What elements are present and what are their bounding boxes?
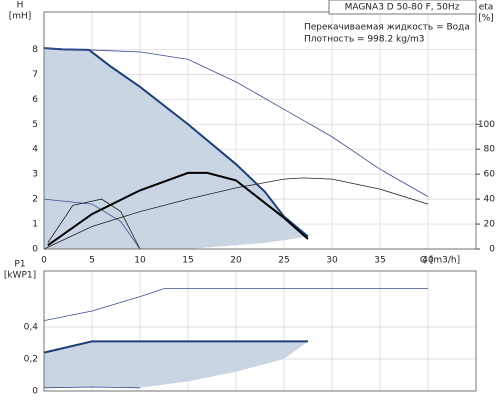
y2-tick-label: 40 [484,195,496,205]
y-axis-label: P1 [14,260,25,270]
curve [43,340,308,354]
chart-title: MAGNA3 D 50-80 F, 50Hz [345,3,460,13]
x-tick-label: 30 [326,256,338,266]
x-tick-label: 35 [374,256,385,266]
y-tick-label: 6 [32,95,38,105]
annotation: Плотность = 998.2 kg/m3 [304,35,425,45]
x-tick-label: 0 [41,256,47,266]
y-tick-label: 0 [32,245,38,255]
y-axis-label: [kWP1] [4,271,36,281]
y-tick-label: 2 [32,195,38,205]
title-box [328,0,477,15]
curve [43,47,429,197]
x-tick-label: 20 [230,256,242,266]
y-tick-label: 5 [32,120,38,130]
operating-area [44,341,308,388]
y-tick-label: 7 [32,70,38,80]
x-tick-label: 5 [89,256,95,266]
y-tick-label: 8 [32,45,38,55]
annotation: Перекачиваемая жидкость = Вода [304,23,470,33]
x-tick-label: 10 [134,256,146,266]
y2-tick-label: 80 [484,145,496,155]
y-tick-label: 0 [32,387,38,397]
x-axis-label: Q [m3/h] [420,256,460,266]
y2-axis-label: eta [479,3,494,13]
x-tick-label: 15 [182,256,193,266]
y2-axis-label: [%] [478,14,494,24]
y-tick-label: 0,2 [24,355,38,365]
y-axis-label: H [17,1,24,11]
x-tick-label: 25 [278,256,289,266]
y2-tick-label: 60 [484,170,496,180]
curve [43,198,141,250]
y-tick-label: 3 [32,170,38,180]
operating-area [44,48,308,250]
y2-tick-label: 0 [489,245,495,255]
y-tick-label: 4 [32,145,38,155]
plot-frame [43,11,477,250]
y-tick-label: 1 [32,220,38,230]
y2-tick-label: 100 [478,120,495,130]
x-tick-label: 40 [422,256,434,266]
curve [43,288,428,321]
plot-frame [43,270,477,392]
y-axis-label: [mH] [9,12,32,22]
y2-tick-label: 20 [484,220,496,230]
y-tick-label: 0,4 [24,323,39,333]
curve [47,198,141,250]
curve [43,177,429,250]
curve [47,171,309,247]
curve [43,386,141,389]
